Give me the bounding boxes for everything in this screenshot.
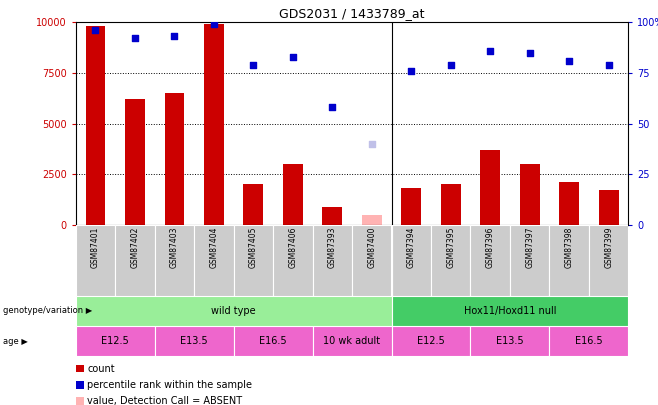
Bar [470,225,510,296]
Bar [76,326,155,356]
Text: GSM87405: GSM87405 [249,227,258,269]
Text: E13.5: E13.5 [496,336,524,346]
Point [130,35,140,42]
Bar [362,215,382,225]
Text: value, Detection Call = ABSENT: value, Detection Call = ABSENT [88,396,242,405]
Text: genotype/variation ▶: genotype/variation ▶ [3,306,93,315]
Text: GSM87396: GSM87396 [486,227,495,269]
Text: GSM87400: GSM87400 [367,227,376,269]
Text: E16.5: E16.5 [259,336,287,346]
Text: GSM87406: GSM87406 [288,227,297,269]
Bar [510,225,549,296]
Bar [243,184,263,225]
Text: age ▶: age ▶ [3,337,28,346]
Bar [76,364,84,373]
Bar [549,225,589,296]
Bar [401,188,421,225]
Bar [234,326,313,356]
Text: count: count [88,364,115,373]
Text: GSM87393: GSM87393 [328,227,337,269]
Bar [352,225,392,296]
Bar [115,225,155,296]
Bar [470,326,549,356]
Bar [204,24,224,225]
Point [209,21,219,28]
Bar [273,225,313,296]
Point [406,68,417,74]
Text: 10 wk adult: 10 wk adult [324,336,380,346]
Point [327,104,338,111]
Text: E16.5: E16.5 [575,336,603,346]
Bar [431,225,470,296]
Point [90,27,101,34]
Bar [76,296,392,326]
Bar [480,150,500,225]
Bar [589,225,628,296]
Point [288,53,298,60]
Bar [599,190,619,225]
Point [367,141,377,147]
Bar [549,326,628,356]
Point [524,49,535,56]
Bar [313,225,352,296]
Title: GDS2031 / 1433789_at: GDS2031 / 1433789_at [279,7,425,20]
Bar [76,397,84,405]
Bar [283,164,303,225]
Text: E12.5: E12.5 [101,336,129,346]
Bar [392,225,431,296]
Text: wild type: wild type [211,306,256,316]
Text: percentile rank within the sample: percentile rank within the sample [88,380,252,390]
Bar [392,326,470,356]
Text: GSM87399: GSM87399 [604,227,613,269]
Point [603,62,614,68]
Point [564,58,574,64]
Bar [392,296,628,326]
Bar [441,184,461,225]
Text: GSM87395: GSM87395 [446,227,455,269]
Text: GSM87402: GSM87402 [130,227,139,268]
Bar [322,207,342,225]
Bar [155,225,194,296]
Bar [76,381,84,389]
Bar [125,99,145,225]
Bar [155,326,234,356]
Bar [313,326,392,356]
Bar [234,225,273,296]
Text: GSM87401: GSM87401 [91,227,100,268]
Bar [164,93,184,225]
Bar [194,225,234,296]
Text: GSM87394: GSM87394 [407,227,416,269]
Bar [559,182,579,225]
Text: GSM87398: GSM87398 [565,227,574,268]
Bar [520,164,540,225]
Text: Hox11/Hoxd11 null: Hox11/Hoxd11 null [464,306,556,316]
Text: GSM87404: GSM87404 [209,227,218,269]
Point [248,62,259,68]
Bar [76,225,115,296]
Text: E12.5: E12.5 [417,336,445,346]
Text: GSM87403: GSM87403 [170,227,179,269]
Point [169,33,180,40]
Bar [86,26,105,225]
Text: E13.5: E13.5 [180,336,208,346]
Text: GSM87397: GSM87397 [525,227,534,269]
Point [445,62,456,68]
Point [485,47,495,54]
